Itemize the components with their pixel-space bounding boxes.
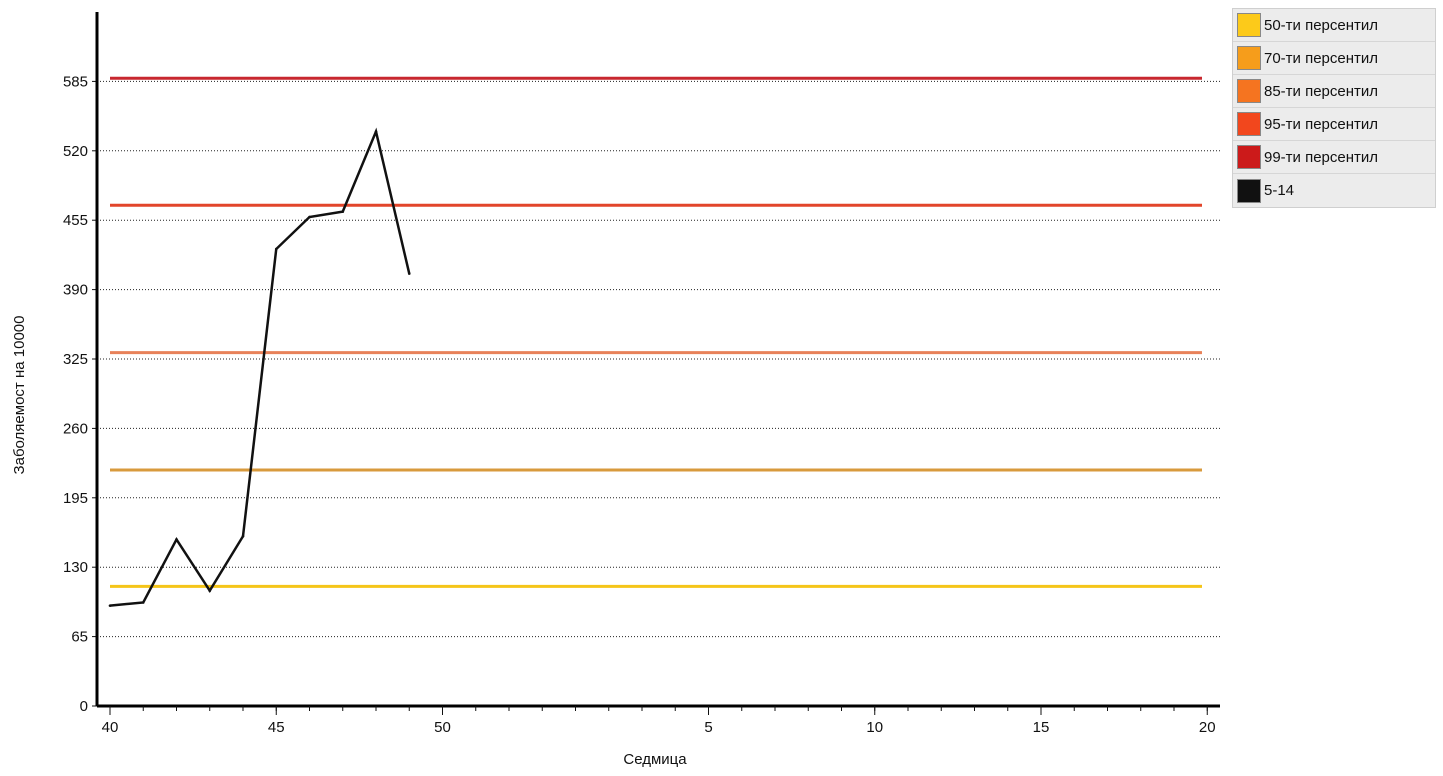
y-tick-label: 65 xyxy=(71,629,88,646)
legend-item: 95-ти персентил xyxy=(1233,108,1435,141)
x-tick-label: 5 xyxy=(704,719,712,736)
y-axis-label: Заболяемост на 10000 xyxy=(11,316,28,475)
data-point xyxy=(241,534,245,538)
data-point xyxy=(274,247,278,251)
legend-item: 5-14 xyxy=(1233,174,1435,207)
legend-label: 50-ти персентил xyxy=(1264,16,1379,34)
data-point xyxy=(341,210,345,213)
grid xyxy=(97,80,1220,638)
y-tick-label: 520 xyxy=(63,143,88,160)
x-tick-label: 20 xyxy=(1199,719,1216,736)
legend: 50-ти персентил 70-ти персентил 85-ти перс… xyxy=(1232,8,1436,208)
threshold-lines xyxy=(110,76,1202,588)
data-point xyxy=(175,538,178,541)
x-tick-label: 50 xyxy=(434,719,451,736)
x-axis-label: Седмица xyxy=(623,751,687,768)
legend-item: 85-ти персентил xyxy=(1233,75,1435,108)
legend-swatch xyxy=(1237,112,1261,136)
y-tick-label: 585 xyxy=(63,73,88,90)
legend-label: 70-ти персентил xyxy=(1264,49,1379,67)
legend-label: 85-ти персентил xyxy=(1264,82,1379,100)
legend-item: 50-ти персентил xyxy=(1233,9,1435,42)
y-tick-label: 260 xyxy=(63,420,88,437)
y-tick-label: 0 xyxy=(80,698,88,715)
data-point xyxy=(108,604,112,607)
y-tick-label: 455 xyxy=(63,212,88,229)
data-point xyxy=(407,272,411,275)
legend-label: 95-ти персентил xyxy=(1264,115,1379,133)
y-tick-label: 195 xyxy=(63,490,88,507)
series-line xyxy=(109,127,411,607)
y-tick-label: 390 xyxy=(63,282,88,299)
data-point xyxy=(141,601,145,604)
y-tick-label: 130 xyxy=(63,559,88,576)
legend-swatch xyxy=(1237,178,1261,203)
x-tick-label: 45 xyxy=(268,719,285,736)
legend-item: 70-ти персентил xyxy=(1233,42,1435,75)
legend-label: 5-14 xyxy=(1264,182,1295,199)
x-tick-label: 15 xyxy=(1033,719,1050,736)
data-point xyxy=(374,130,378,133)
legend-swatch xyxy=(1237,145,1261,169)
legend-item: 99-ти персентил xyxy=(1233,141,1435,174)
legend-swatch xyxy=(1237,79,1261,103)
data-point xyxy=(208,589,212,592)
y-tick-label: 325 xyxy=(63,351,88,368)
axes: 0 65 130 195 260 325 390 455 520 585 40 45 50 5 10 15 20 xyxy=(63,12,1220,736)
x-tick-label: 10 xyxy=(866,719,883,736)
legend-swatch xyxy=(1237,46,1261,70)
x-tick-label: 40 xyxy=(102,719,119,736)
data-series xyxy=(108,127,411,607)
legend-label: 99-ти персентил xyxy=(1264,148,1379,166)
legend-swatch xyxy=(1237,13,1261,37)
data-point xyxy=(308,215,311,219)
